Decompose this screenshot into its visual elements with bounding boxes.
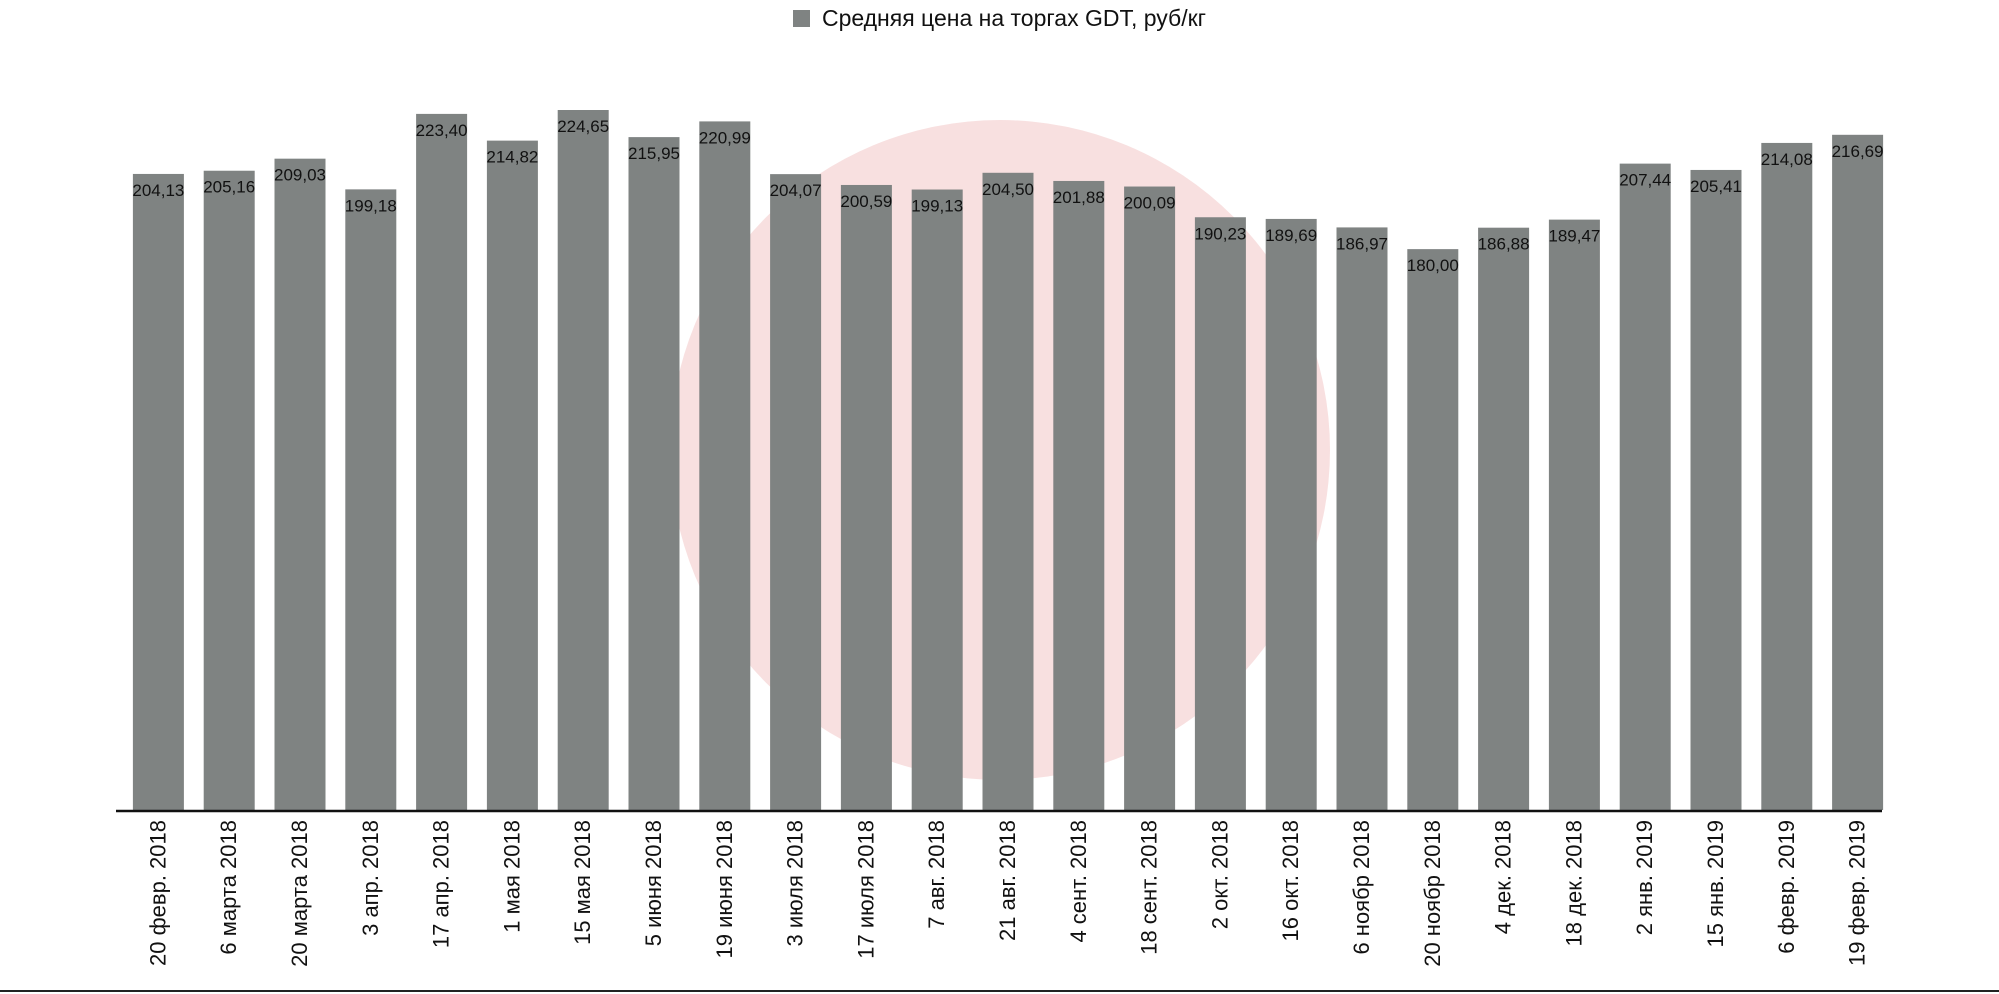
bar xyxy=(1690,169,1742,810)
bar xyxy=(486,140,538,810)
data-label: 224,65 xyxy=(557,117,609,136)
data-label: 189,47 xyxy=(1548,227,1600,246)
bar xyxy=(982,172,1034,810)
data-label: 186,97 xyxy=(1336,234,1388,253)
x-tick-label: 3 июля 2018 xyxy=(783,820,808,946)
data-label: 205,16 xyxy=(203,178,255,197)
x-tick-label: 3 апр. 2018 xyxy=(358,820,383,936)
data-label: 190,23 xyxy=(1194,224,1246,243)
data-label: 204,13 xyxy=(132,181,184,200)
x-tick-label: 20 ноябр 2018 xyxy=(1420,820,1445,967)
x-tick-label: 20 марта 2018 xyxy=(287,820,312,967)
data-label: 214,82 xyxy=(486,148,538,167)
bar xyxy=(345,189,397,810)
bar xyxy=(1548,219,1600,811)
x-tick-label: 2 окт. 2018 xyxy=(1207,820,1232,929)
x-tick-label: 6 февр. 2019 xyxy=(1774,820,1799,954)
bar xyxy=(557,110,609,810)
data-label: 223,40 xyxy=(416,121,468,140)
x-tick-label: 19 февр. 2019 xyxy=(1845,820,1870,966)
data-label: 207,44 xyxy=(1619,171,1671,190)
image-bottom-border xyxy=(0,990,1999,992)
bar xyxy=(911,189,963,810)
x-tick-label: 18 сент. 2018 xyxy=(1137,820,1162,955)
data-label: 200,09 xyxy=(1124,194,1176,213)
x-tick-label: 2 янв. 2019 xyxy=(1632,820,1657,935)
data-label: 216,69 xyxy=(1832,142,1884,161)
x-tick-label: 4 дек. 2018 xyxy=(1491,820,1516,934)
bar xyxy=(628,137,680,811)
x-tick-label: 17 июля 2018 xyxy=(853,820,878,959)
x-tick-label: 15 янв. 2019 xyxy=(1703,820,1728,948)
bar xyxy=(132,173,184,811)
data-label: 220,99 xyxy=(699,128,751,147)
bar xyxy=(1407,249,1459,810)
x-tick-label: 7 авг. 2018 xyxy=(924,820,949,929)
data-label: 199,18 xyxy=(345,196,397,215)
bar xyxy=(1265,218,1317,810)
bar xyxy=(1053,180,1105,810)
legend: Средняя цена на торгах GDT, руб/кг xyxy=(0,0,1999,36)
bar xyxy=(1619,163,1671,811)
bar xyxy=(274,158,326,810)
bar xyxy=(1761,142,1813,811)
bar xyxy=(770,174,822,811)
data-label: 204,07 xyxy=(770,181,822,200)
data-label: 205,41 xyxy=(1690,177,1742,196)
x-tick-label: 17 апр. 2018 xyxy=(429,820,454,948)
bar xyxy=(416,113,468,810)
x-tick-label: 15 мая 2018 xyxy=(570,820,595,945)
data-label: 215,95 xyxy=(628,144,680,163)
data-label: 199,13 xyxy=(911,197,963,216)
data-label: 200,59 xyxy=(840,192,892,211)
x-tick-label: 19 июня 2018 xyxy=(712,820,737,959)
legend-label: Средняя цена на торгах GDT, руб/кг xyxy=(821,4,1207,31)
data-label: 201,88 xyxy=(1053,188,1105,207)
data-label: 186,88 xyxy=(1478,235,1530,254)
data-label: 204,50 xyxy=(982,180,1034,199)
data-label: 180,00 xyxy=(1407,256,1459,275)
bar xyxy=(1194,217,1246,810)
bar xyxy=(1478,227,1530,810)
x-tick-label: 6 марта 2018 xyxy=(216,820,241,955)
x-tick-label: 20 февр. 2018 xyxy=(145,820,170,966)
bar xyxy=(840,184,892,810)
x-tick-label: 4 сент. 2018 xyxy=(1066,820,1091,943)
x-tick-label: 21 авг. 2018 xyxy=(995,820,1020,941)
data-label: 209,03 xyxy=(274,166,326,185)
data-label: 189,69 xyxy=(1265,226,1317,245)
x-tick-label: 6 ноябр 2018 xyxy=(1349,820,1374,955)
bar xyxy=(203,170,255,810)
x-tick-label: 1 мая 2018 xyxy=(499,820,524,933)
data-label: 214,08 xyxy=(1761,150,1813,169)
x-tick-label: 18 дек. 2018 xyxy=(1561,820,1586,946)
bar xyxy=(1832,134,1884,810)
x-tick-label: 16 окт. 2018 xyxy=(1278,820,1303,942)
bar xyxy=(1336,227,1388,810)
bar xyxy=(1124,186,1176,810)
bar xyxy=(699,121,751,810)
legend-swatch xyxy=(792,9,810,27)
x-tick-label: 5 июня 2018 xyxy=(641,820,666,946)
